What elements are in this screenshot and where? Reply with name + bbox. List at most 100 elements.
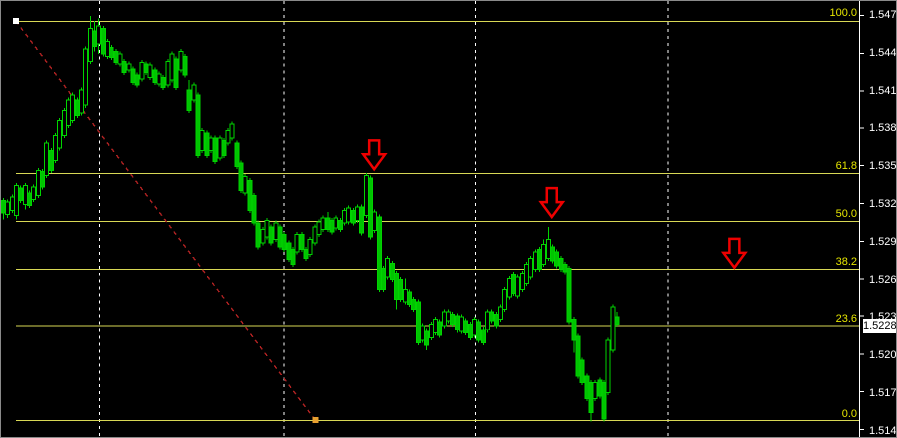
candle-body [247, 179, 253, 212]
candle-body [169, 53, 175, 81]
candle-body [364, 174, 370, 217]
candle-body [454, 315, 460, 331]
candle-body [527, 257, 533, 278]
candle-body [95, 25, 101, 45]
candle-body [407, 291, 413, 306]
candle-body [69, 94, 75, 121]
price-axis-label: 1.5355 [869, 160, 897, 172]
candle-body [199, 129, 205, 151]
fib-level-label: 0.0 [841, 408, 857, 420]
candle-body [9, 196, 15, 212]
candle-body [359, 206, 365, 234]
candle-body [281, 233, 287, 250]
candle-body [108, 47, 114, 59]
candle-body [467, 324, 473, 338]
candle-body [437, 321, 443, 336]
candle-body [351, 210, 357, 224]
candle-body [43, 142, 49, 176]
candle-body [35, 169, 41, 197]
candle-body [601, 381, 607, 420]
candle-body [346, 207, 352, 223]
candle-body [592, 381, 598, 400]
trendline-start-handle[interactable] [12, 18, 19, 25]
candle-body [540, 243, 546, 266]
candle-body [13, 185, 19, 217]
candle-body [208, 137, 214, 151]
candle-body [338, 220, 344, 230]
candle-body [398, 279, 404, 301]
candle-body [433, 319, 439, 333]
fib-base-trend-line[interactable] [15, 20, 316, 421]
candle-body [234, 142, 240, 168]
candle-body [238, 162, 244, 192]
candle-body [411, 299, 417, 311]
candle-body [30, 186, 36, 200]
candle-body [597, 379, 603, 397]
candle-body [290, 248, 296, 266]
candle-body [446, 311, 451, 322]
candle-body [191, 84, 197, 101]
candle-body [299, 233, 305, 250]
candle-body [566, 267, 572, 323]
current-price-box: 1.5228 [863, 319, 897, 333]
candle-body [523, 264, 529, 284]
fib-level-label: 100.0 [829, 7, 857, 19]
candle-body [17, 187, 23, 202]
down-arrow-signal[interactable] [538, 186, 566, 220]
candle-body [506, 277, 512, 298]
candle-body [610, 306, 616, 351]
price-axis-label: 1.5175 [869, 387, 897, 399]
candle-body [56, 119, 62, 149]
candle-body [251, 195, 257, 224]
candle-body [104, 40, 110, 57]
candle-body [255, 222, 261, 248]
trendline-end-handle[interactable] [312, 417, 319, 424]
candle-body [588, 381, 594, 414]
price-axis-label: 1.5145 [869, 425, 897, 437]
candle-body [394, 272, 400, 301]
candle-body [536, 248, 542, 271]
candle-body [449, 314, 455, 326]
candle-body [186, 89, 192, 111]
candle-body [165, 60, 171, 86]
candle-body [229, 123, 235, 139]
candle-body [553, 251, 559, 267]
candle-body [182, 55, 188, 76]
candle-body [307, 238, 313, 255]
candle-body [514, 276, 520, 297]
fib-level-label: 61.8 [835, 160, 857, 172]
candle-body [312, 226, 318, 244]
down-arrow-signal[interactable] [360, 139, 388, 172]
candle-body [277, 226, 283, 248]
candle-body [320, 217, 326, 230]
down-arrow-signal[interactable] [720, 237, 748, 270]
candle-body [377, 216, 383, 291]
candle-body [519, 272, 525, 291]
candle-body [571, 319, 577, 341]
candle-body [429, 324, 435, 338]
candle-body [26, 192, 32, 207]
candle-body [61, 109, 67, 136]
candle-body [424, 330, 430, 346]
candle-body [381, 267, 387, 291]
candle-body [475, 321, 481, 341]
fib-level-label: 23.6 [835, 313, 857, 325]
candle-body [273, 222, 279, 240]
candle-body [471, 319, 477, 336]
candle-body [416, 301, 422, 343]
price-axis-label: 1.5385 [869, 122, 897, 134]
candle-body [212, 137, 218, 163]
candle-body [22, 185, 28, 205]
candle-body [575, 335, 581, 377]
candle-body [545, 238, 551, 259]
candle-body [156, 73, 162, 85]
candle-body [39, 171, 45, 188]
candle-body [584, 375, 590, 400]
candle-body [217, 137, 223, 159]
candle-body [420, 325, 426, 341]
candle-body [493, 314, 499, 327]
candle-body [558, 257, 564, 271]
candle-body [368, 177, 374, 238]
price-axis-label: 1.5415 [869, 85, 897, 97]
